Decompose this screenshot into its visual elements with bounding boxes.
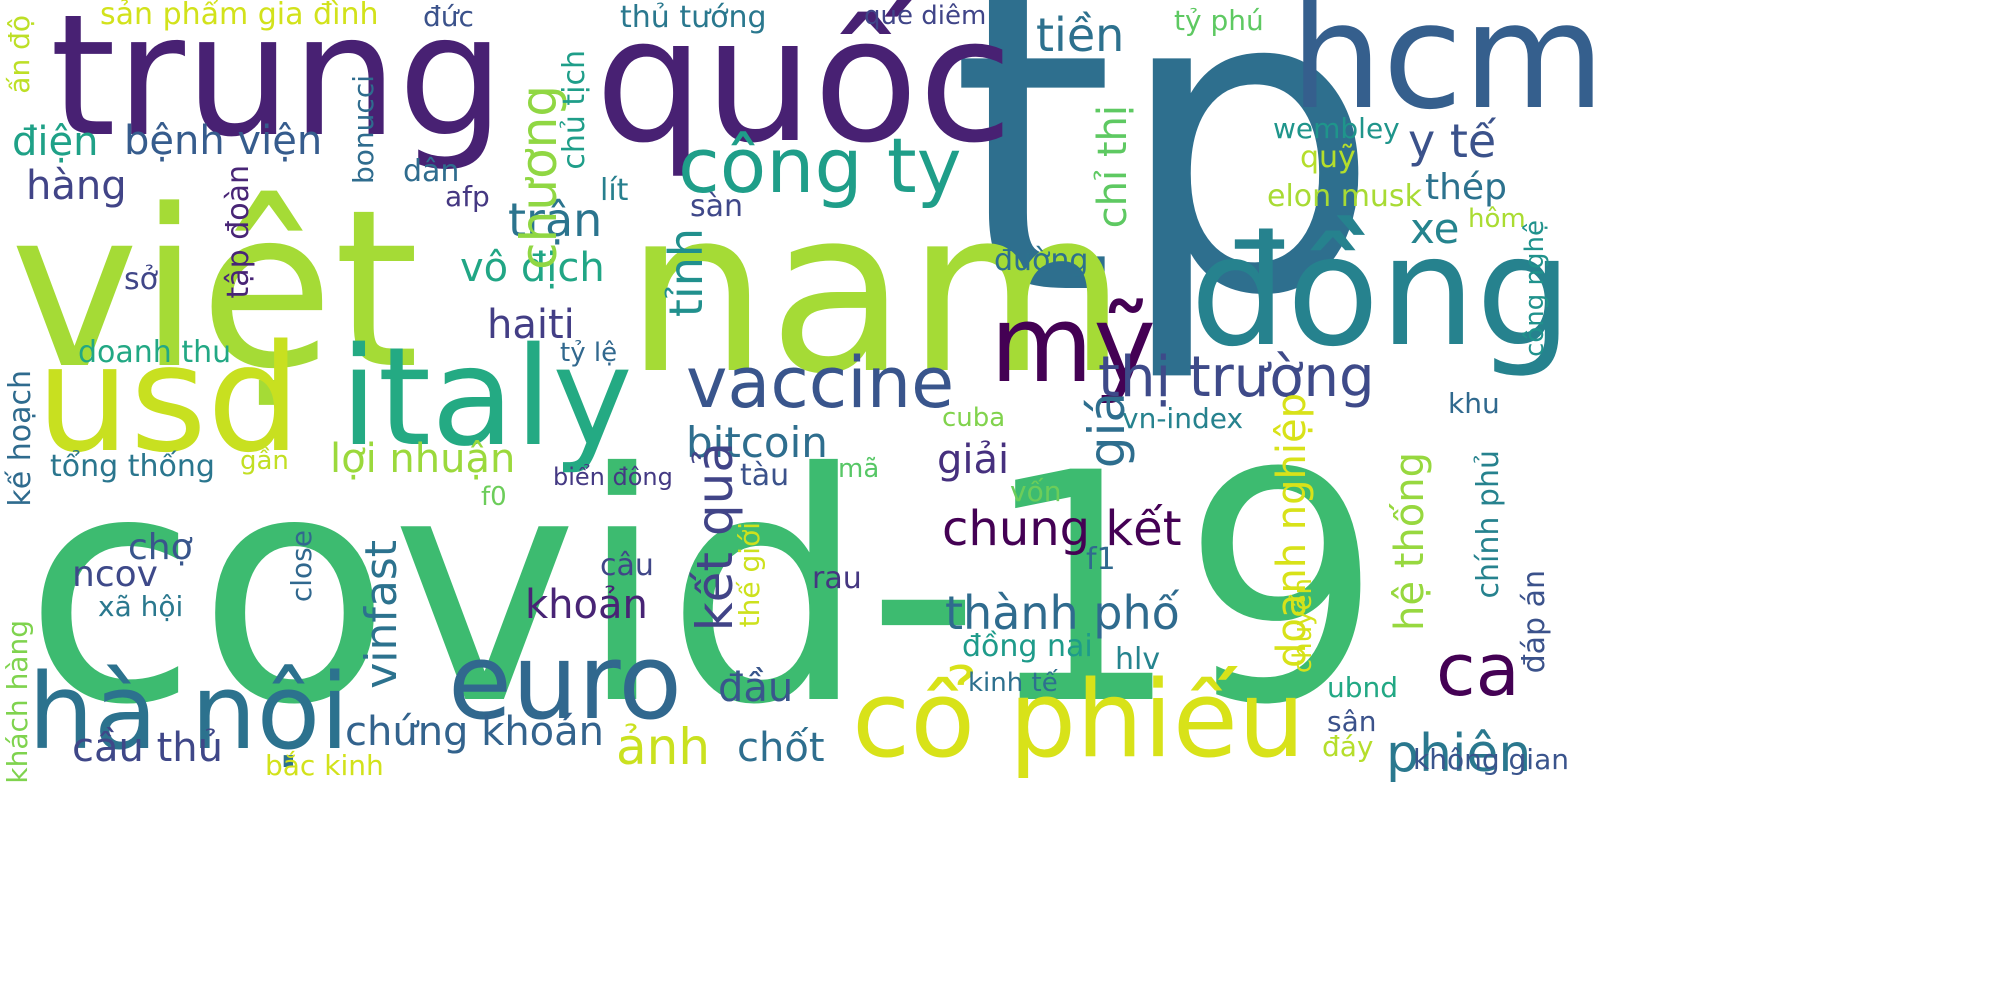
word-thanh-pho: thành phố [945, 586, 1180, 640]
word-ca: ca [1436, 628, 1520, 712]
word-ma: mã [838, 454, 880, 484]
word-cong-nghe: công nghệ [1520, 220, 1550, 357]
word-tinh: tỉnh [659, 228, 713, 318]
word-usd: usd [36, 313, 301, 485]
word-so: sở [124, 262, 158, 297]
word-khong-gian: không gian [1413, 743, 1569, 776]
word-f1: f1 [1086, 542, 1116, 577]
word-bac-kinh: bắc kinh [265, 749, 384, 782]
word-elon-musk: elon musk [1267, 179, 1422, 214]
word-chung-ket: chung kết [942, 501, 1182, 557]
word-afp: afp [445, 180, 490, 213]
word-von: vốn [1010, 475, 1062, 508]
word-xa-hoi: xã hội [98, 590, 184, 623]
word-cau: câu [600, 548, 654, 583]
word-khoan: khoản [525, 582, 648, 628]
word-italy: italy [340, 319, 633, 477]
word-day: đáy [1322, 730, 1374, 763]
word-dan: dân [403, 154, 460, 189]
word-quy: quỹ [1300, 140, 1356, 175]
word-he-thong: hệ thống [1387, 452, 1433, 631]
word-san: sàn [690, 189, 744, 224]
word-dau: đầu [718, 665, 794, 711]
word-que-diem: que diêm [864, 1, 987, 31]
word-thi-truong: thị trường [1098, 345, 1375, 410]
word-hang: hàng [26, 163, 127, 209]
word-the-gioi: thế giới [733, 522, 766, 628]
word-khu: khu [1448, 387, 1500, 420]
word-ubnd: ubnd [1327, 671, 1399, 704]
word-cho: chợ [128, 527, 193, 568]
word-bien-dong: biển đông [553, 463, 673, 491]
word-duc: đức [423, 0, 474, 33]
word-dong-nai: đồng nai [962, 629, 1093, 664]
word-nam: nam [625, 161, 1127, 424]
word-gan: gần [240, 446, 289, 476]
word-rau: rau [812, 561, 862, 596]
word-ty-phu: tỷ phú [1174, 4, 1264, 37]
word-phien: phiên [1386, 724, 1532, 784]
word-tien: tiền [1036, 8, 1125, 62]
word-bonucci: bonucci [347, 75, 380, 184]
word-ncov: ncov [72, 554, 158, 595]
word-tp: tp [950, 0, 1382, 388]
word-thep: thép [1425, 167, 1507, 208]
word-chu-tich: chủ tịch [557, 50, 592, 170]
word-doanh-thu: doanh thu [78, 335, 232, 370]
word-viet: việt [10, 164, 420, 417]
word-ke-hoach: kế hoạch [3, 370, 38, 507]
word-close: close [285, 530, 318, 603]
word-xe: xe [1410, 204, 1460, 253]
word-y-te: y tế [1408, 114, 1497, 168]
word-tap-doan: tập đoàn [221, 165, 256, 299]
word-hcm: hcm [1290, 0, 1606, 142]
word-co-phieu: cổ phiếu [852, 658, 1306, 781]
word-covid-19: covid-19 [24, 406, 1383, 774]
word-chot: chốt [737, 725, 825, 771]
word-vinfast: vinfast [356, 540, 407, 689]
word-hlv: hlv [1115, 642, 1161, 677]
word-lit: lít [600, 173, 629, 208]
word-my: mỹ [990, 283, 1156, 406]
word-thu-tuong: thủ tướng [620, 0, 767, 35]
word-cuba: cuba [942, 403, 1006, 433]
word-gia: giá [1078, 392, 1136, 469]
word-loi-nhuan: lợi nhuận [330, 436, 516, 482]
word-duong: đường [994, 243, 1089, 278]
word-f0: f0 [481, 482, 507, 512]
word-chung-khoan: chứng khoán [345, 709, 605, 755]
word-san-2: sân [1327, 705, 1377, 738]
word-an-do: ấn độ [3, 15, 36, 94]
word-chi-thi: chỉ thị [1090, 105, 1136, 229]
word-giai: giải [937, 437, 1010, 483]
word-trung: trung [50, 0, 505, 174]
word-euro: euro [448, 621, 682, 743]
word-chinh-phu: chính phủ [1471, 450, 1506, 599]
word-ty-le: tỷ lệ [560, 338, 618, 368]
word-cong-ty: công ty [678, 121, 962, 210]
word-hom: hôm [1468, 204, 1526, 234]
word-san-pham-gia-dinh: sản phẩm gia đình [100, 0, 379, 32]
word-dap-an: đáp án [1517, 570, 1552, 674]
word-haiti: haiti [487, 302, 575, 348]
word-chuyen: chuyển [1288, 578, 1318, 674]
word-bitcoin: bitcoin [686, 418, 828, 467]
word-dien: điện [12, 119, 99, 165]
word-vaccine: vaccine [686, 342, 955, 424]
word-vn-index: vn-index [1122, 402, 1244, 435]
word-khach-hang: khách hàng [1, 620, 34, 784]
word-vo-dich: vô địch [460, 245, 605, 291]
word-dong: đồng [1190, 203, 1573, 380]
word-tong-thong: tổng thống [50, 449, 215, 484]
word-cau-thu: cầu thủ [72, 725, 223, 771]
word-anh: ảnh [616, 718, 711, 776]
word-benh-vien: bệnh viện [124, 118, 323, 164]
word-kinh-te: kinh tế [968, 668, 1058, 698]
word-tau: tàu [740, 458, 790, 493]
word-tran: trận [508, 193, 603, 247]
word-wembley: wembley [1273, 112, 1400, 145]
word-ha-noi: hà nội [28, 651, 350, 773]
word-quoc: quốc [595, 0, 1013, 181]
